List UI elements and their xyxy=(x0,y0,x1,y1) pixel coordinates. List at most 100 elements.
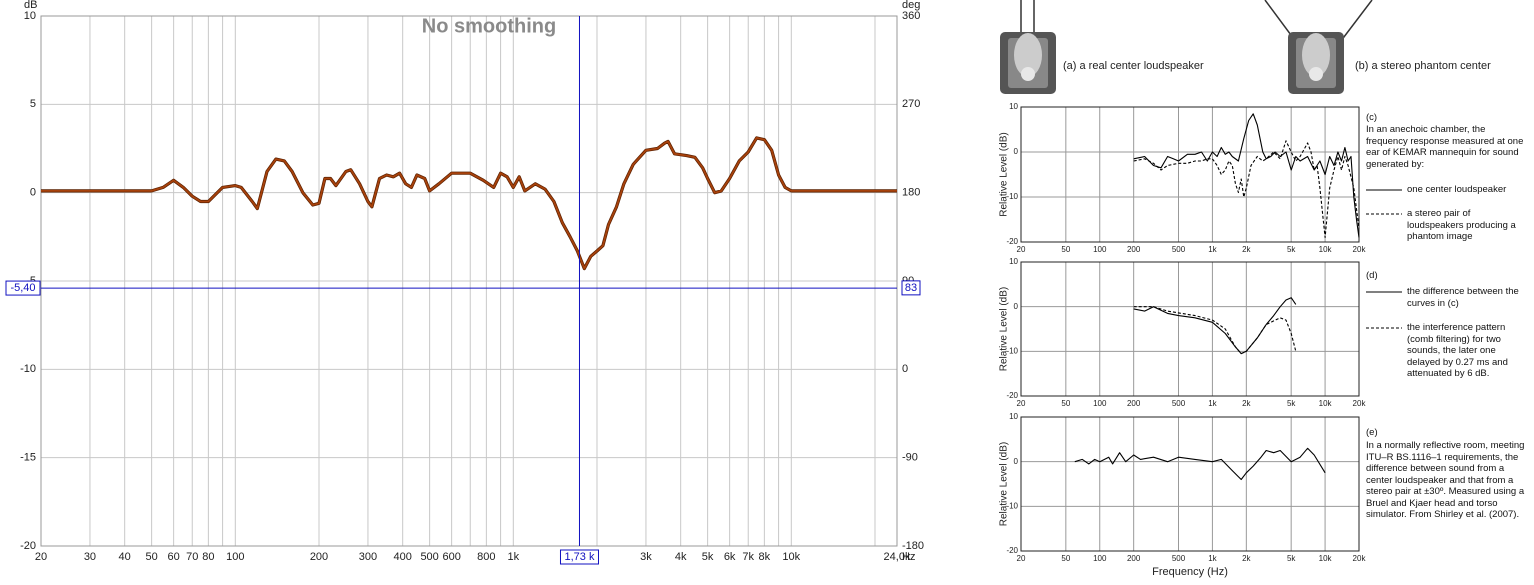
x-tick-label: 800 xyxy=(477,551,495,563)
legend-entry: a stereo pair of loudspeakers producing … xyxy=(1407,208,1516,242)
plot-frame xyxy=(1020,261,1360,397)
cursor-y2-label: 83 xyxy=(905,282,917,294)
y2-axis-label: deg xyxy=(902,0,920,11)
caption: In an anechoic chamber, the frequency re… xyxy=(1366,124,1524,170)
x-tick-label: 6k xyxy=(724,551,736,563)
line xyxy=(1133,140,1360,239)
x-tick-label: 24,0k xyxy=(884,551,911,563)
illustration-a xyxy=(1000,0,1056,94)
x-tick-label: 50 xyxy=(1061,245,1070,254)
x-tick-label: 60 xyxy=(168,551,180,563)
y-tick-label: 0 xyxy=(1014,147,1019,156)
x-tick-label: 40 xyxy=(119,551,131,563)
x-axis-label: Frequency (Hz) xyxy=(1152,566,1228,578)
y-tick-label: -10 xyxy=(20,363,36,375)
x-tick-label: 100 xyxy=(1093,245,1107,254)
x-tick-label: 5k xyxy=(1287,554,1296,563)
x-tick-label: 8k xyxy=(759,551,771,563)
y2-tick-label: -90 xyxy=(902,452,918,464)
x-tick-label: 500 xyxy=(420,551,438,563)
plot-frame xyxy=(40,15,898,547)
x-tick-label: 5k xyxy=(1287,245,1296,254)
y2-tick-label: 270 xyxy=(902,98,920,110)
figure-label: (a) a real center loudspeaker xyxy=(1063,60,1204,72)
x-tick-label: 10k xyxy=(782,551,800,563)
figure-label: (b) a stereo phantom center xyxy=(1355,60,1491,72)
x-tick-label: 80 xyxy=(202,551,214,563)
y2-tick-label: -180 xyxy=(902,540,924,552)
x-tick-label: 200 xyxy=(310,551,328,563)
x-tick-label: 1k xyxy=(1208,554,1217,563)
line xyxy=(41,137,897,270)
x-tick-label: 600 xyxy=(442,551,460,563)
panel-label: (c) xyxy=(1366,112,1378,123)
x-tick-label: 30 xyxy=(84,551,96,563)
x-tick-label: 100 xyxy=(1093,554,1107,563)
x-axis-unit: Hz xyxy=(902,551,915,563)
x-tick-label: 2k xyxy=(1242,554,1251,563)
y-tick-label: 10 xyxy=(1009,412,1018,421)
y-tick-label: 10 xyxy=(24,10,36,22)
y-tick-label: -20 xyxy=(1006,546,1018,555)
x-tick-label: 100 xyxy=(226,551,244,563)
y-tick-label: 5 xyxy=(30,98,36,110)
legend-entry: the interference pattern (comb filtering… xyxy=(1407,322,1508,379)
cursor-y-label: -5,40 xyxy=(10,282,35,294)
y-tick-label: 0 xyxy=(1014,302,1019,311)
x-tick-label: 2k xyxy=(1242,245,1251,254)
y-tick-label: -20 xyxy=(20,540,36,552)
x-tick-label: 70 xyxy=(186,551,198,563)
y-tick-label: -20 xyxy=(1006,391,1018,400)
y-axis-label: Relative Level (dB) xyxy=(999,132,1010,216)
x-tick-label: 300 xyxy=(359,551,377,563)
x-tick-label: 20 xyxy=(1017,554,1026,563)
line xyxy=(1074,447,1326,481)
line xyxy=(1133,113,1360,238)
x-tick-label: 50 xyxy=(1061,399,1070,408)
x-tick-label: 10k xyxy=(1319,399,1333,408)
x-tick-label: 100 xyxy=(1093,399,1107,408)
y-tick-label: -15 xyxy=(20,452,36,464)
x-tick-label: 1k xyxy=(507,551,519,563)
x-tick-label: 4k xyxy=(675,551,687,563)
cursor-y-label-box xyxy=(5,280,41,296)
x-tick-label: 20k xyxy=(1353,245,1367,254)
illustration-b xyxy=(1264,0,1373,94)
plot-frame xyxy=(1020,416,1360,552)
x-tick-label: 7k xyxy=(742,551,754,563)
plot-area xyxy=(1021,262,1359,396)
x-tick-label: 500 xyxy=(1172,554,1186,563)
panel-label: (d) xyxy=(1366,270,1378,281)
y2-tick-label: 360 xyxy=(902,10,920,22)
y-tick-label: -10 xyxy=(1006,501,1018,510)
legend-entry: the difference between the curves in (c) xyxy=(1407,286,1519,309)
x-tick-label: 20 xyxy=(1017,245,1026,254)
y-tick-label: 0 xyxy=(30,187,36,199)
x-tick-label: 200 xyxy=(1127,554,1141,563)
y-tick-label: -10 xyxy=(1006,192,1018,201)
y-axis-label: Relative Level (dB) xyxy=(999,287,1010,371)
y-axis-label: Relative Level (dB) xyxy=(999,442,1010,526)
y-tick-label: 10 xyxy=(1009,102,1018,111)
x-tick-label: 10k xyxy=(1319,245,1333,254)
x-tick-label: 200 xyxy=(1127,399,1141,408)
x-tick-label: 1k xyxy=(1208,245,1217,254)
x-tick-label: 5k xyxy=(1287,399,1296,408)
plot-area xyxy=(1021,417,1359,551)
x-tick-label: 200 xyxy=(1127,245,1141,254)
panel-label: (e) xyxy=(1366,427,1378,438)
line xyxy=(1133,306,1297,355)
x-tick-label: 50 xyxy=(146,551,158,563)
x-tick-label: 50 xyxy=(1061,554,1070,563)
y2-tick-label: 0 xyxy=(902,363,908,375)
y-tick-label: 0 xyxy=(1014,457,1019,466)
x-tick-label: 500 xyxy=(1172,245,1186,254)
x-tick-label: 3k xyxy=(640,551,652,563)
x-tick-label: 1k xyxy=(1208,399,1217,408)
plot-area xyxy=(1021,107,1359,242)
x-tick-label: 20 xyxy=(1017,399,1026,408)
x-tick-label: 2k xyxy=(1242,399,1251,408)
plot-frame xyxy=(1020,106,1360,243)
y2-tick-label: 180 xyxy=(902,187,920,199)
